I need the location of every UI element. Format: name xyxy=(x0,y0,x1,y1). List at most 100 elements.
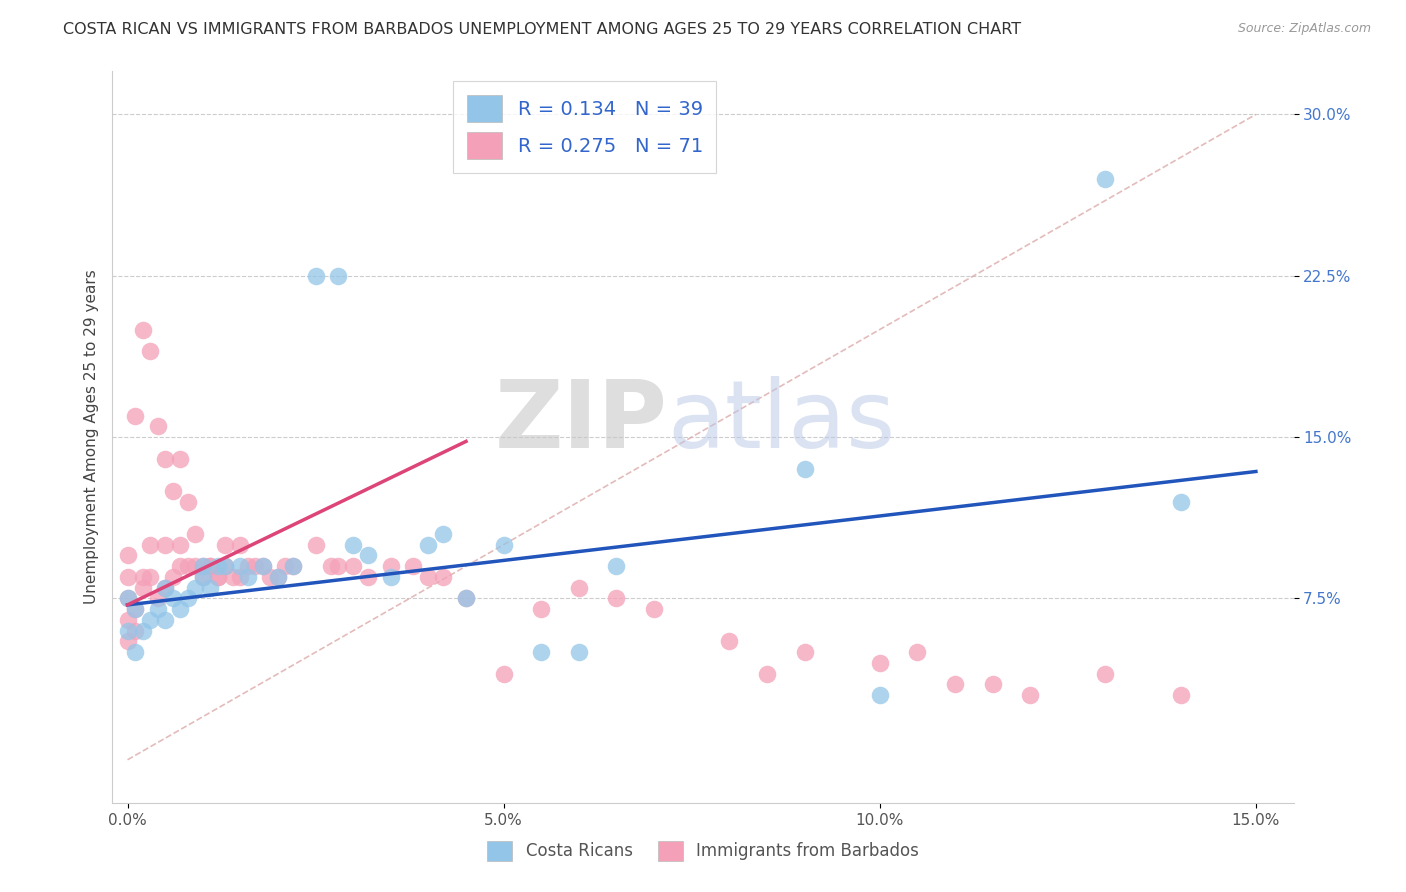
Point xyxy=(139,570,162,584)
Point xyxy=(131,322,153,336)
Point xyxy=(981,677,1004,691)
Point xyxy=(207,559,229,574)
Point xyxy=(793,462,815,476)
Point xyxy=(124,645,146,659)
Point xyxy=(117,613,139,627)
Point xyxy=(1170,494,1192,508)
Point xyxy=(146,419,169,434)
Point xyxy=(530,645,553,659)
Point xyxy=(755,666,778,681)
Point xyxy=(162,570,184,584)
Point xyxy=(117,634,139,648)
Point xyxy=(139,613,162,627)
Point xyxy=(117,570,139,584)
Point xyxy=(252,559,274,574)
Point xyxy=(184,559,207,574)
Point xyxy=(153,613,176,627)
Point xyxy=(1170,688,1192,702)
Point xyxy=(643,602,665,616)
Point xyxy=(139,538,162,552)
Point xyxy=(267,570,290,584)
Point xyxy=(236,559,259,574)
Point xyxy=(191,559,214,574)
Point xyxy=(418,538,440,552)
Point xyxy=(177,591,200,606)
Point xyxy=(131,581,153,595)
Point xyxy=(530,602,553,616)
Point xyxy=(153,581,176,595)
Point xyxy=(281,559,304,574)
Point xyxy=(207,570,229,584)
Point xyxy=(432,527,454,541)
Point xyxy=(184,527,207,541)
Point xyxy=(214,559,236,574)
Point xyxy=(418,570,440,584)
Point xyxy=(454,591,477,606)
Point xyxy=(402,559,425,574)
Point xyxy=(328,268,350,283)
Point xyxy=(605,591,627,606)
Point xyxy=(380,559,402,574)
Text: Source: ZipAtlas.com: Source: ZipAtlas.com xyxy=(1237,22,1371,36)
Point xyxy=(267,570,290,584)
Point xyxy=(222,570,245,584)
Point xyxy=(153,451,176,466)
Point xyxy=(259,570,281,584)
Text: ZIP: ZIP xyxy=(495,376,668,468)
Point xyxy=(124,602,146,616)
Point xyxy=(869,688,891,702)
Point xyxy=(718,634,741,648)
Point xyxy=(191,570,214,584)
Point xyxy=(139,344,162,359)
Point xyxy=(162,483,184,498)
Point xyxy=(943,677,966,691)
Point xyxy=(568,581,591,595)
Point xyxy=(117,591,139,606)
Point xyxy=(131,624,153,638)
Point xyxy=(568,645,591,659)
Point xyxy=(169,538,191,552)
Point xyxy=(432,570,454,584)
Point xyxy=(229,538,252,552)
Point xyxy=(146,591,169,606)
Point xyxy=(207,570,229,584)
Point xyxy=(169,602,191,616)
Point xyxy=(214,559,236,574)
Point xyxy=(200,559,222,574)
Point xyxy=(319,559,342,574)
Point xyxy=(191,559,214,574)
Point xyxy=(869,656,891,670)
Point xyxy=(117,624,139,638)
Point xyxy=(229,559,252,574)
Point xyxy=(146,602,169,616)
Point xyxy=(492,538,515,552)
Point xyxy=(200,581,222,595)
Point xyxy=(177,559,200,574)
Point xyxy=(342,538,364,552)
Point xyxy=(274,559,297,574)
Point xyxy=(117,591,139,606)
Point xyxy=(492,666,515,681)
Point xyxy=(304,538,326,552)
Point xyxy=(124,409,146,423)
Point xyxy=(236,570,259,584)
Point xyxy=(124,624,146,638)
Point xyxy=(153,581,176,595)
Point xyxy=(214,538,236,552)
Point xyxy=(177,494,200,508)
Point xyxy=(1019,688,1042,702)
Point xyxy=(793,645,815,659)
Point xyxy=(357,549,380,563)
Point xyxy=(245,559,267,574)
Text: atlas: atlas xyxy=(668,376,896,468)
Point xyxy=(162,591,184,606)
Point xyxy=(1094,666,1116,681)
Point xyxy=(117,549,139,563)
Point xyxy=(605,559,627,574)
Point xyxy=(905,645,928,659)
Y-axis label: Unemployment Among Ages 25 to 29 years: Unemployment Among Ages 25 to 29 years xyxy=(83,269,98,605)
Point xyxy=(169,559,191,574)
Point xyxy=(454,591,477,606)
Point xyxy=(191,570,214,584)
Point xyxy=(184,581,207,595)
